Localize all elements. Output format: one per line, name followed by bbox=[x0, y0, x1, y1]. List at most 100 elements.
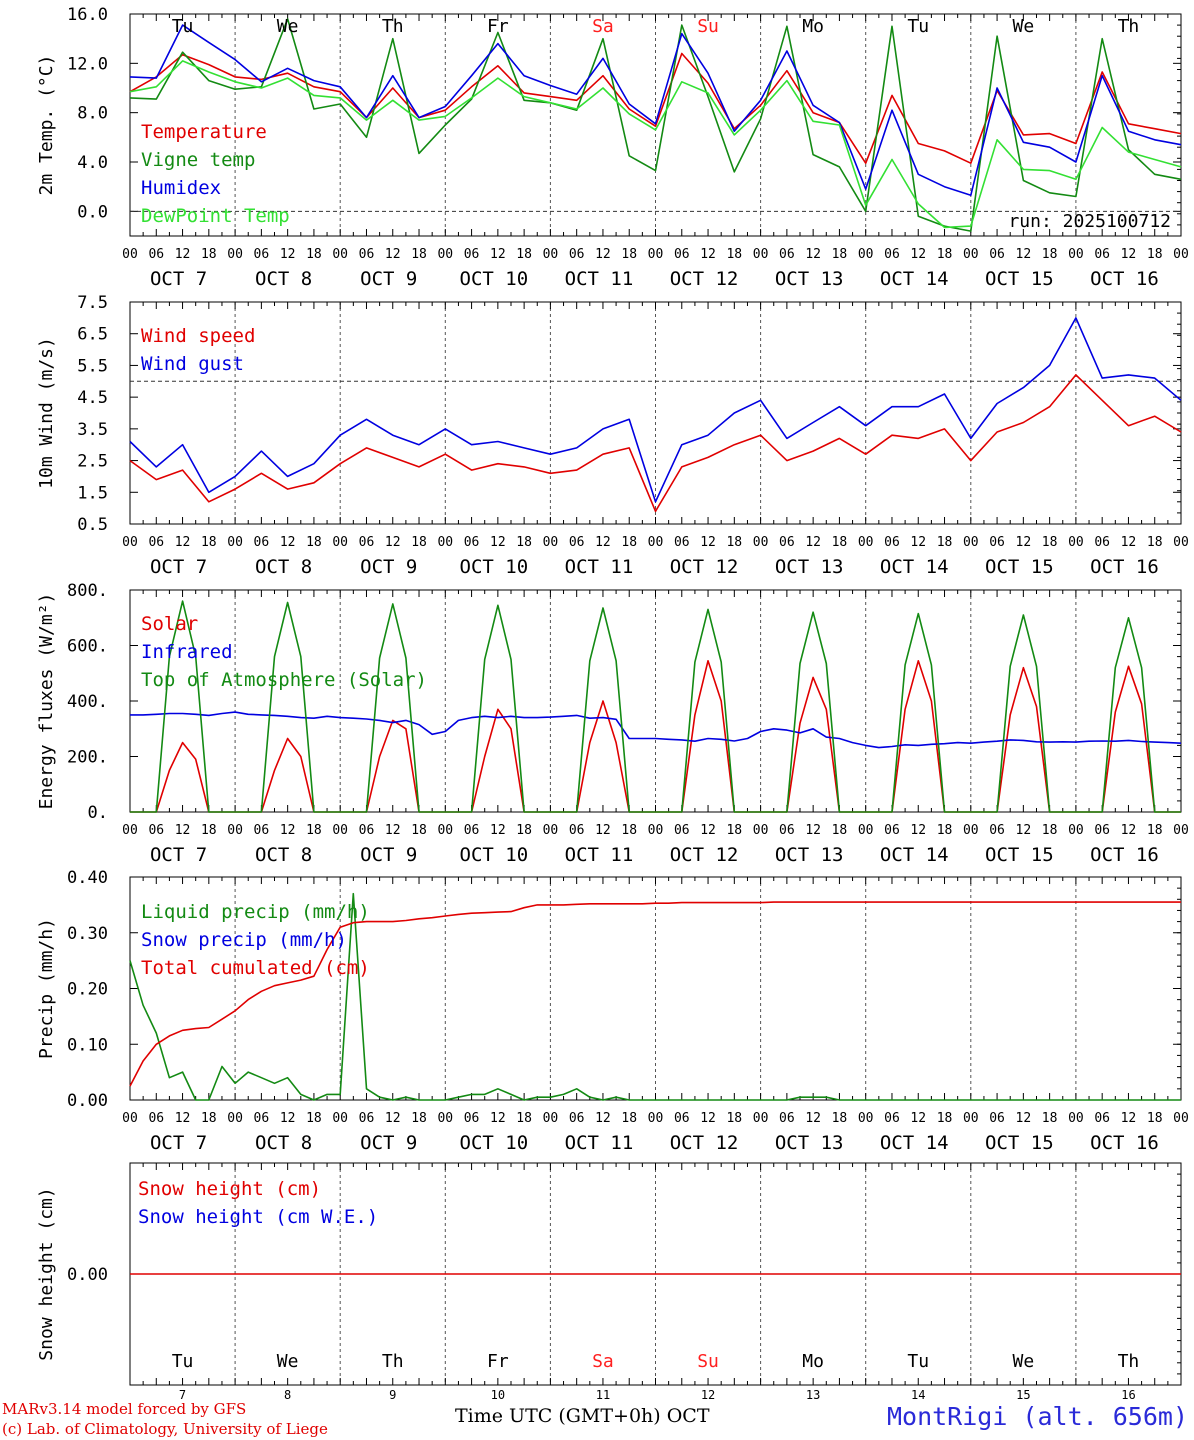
temp-hour-label: 00 bbox=[1173, 247, 1189, 262]
wind-date-label: OCT 10 bbox=[460, 556, 529, 578]
precip-hour-label: 00 bbox=[963, 1111, 979, 1126]
energy-series-top-of-atmosphere-solar- bbox=[130, 600, 1181, 813]
energy-hour-label: 06 bbox=[989, 823, 1005, 838]
temp-series-humidex bbox=[129, 24, 1182, 197]
temp-hour-label: 18 bbox=[621, 247, 637, 262]
energy-y-tick-label: 400. bbox=[67, 692, 108, 712]
energy-hour-label: 00 bbox=[963, 823, 979, 838]
temp-date-label: OCT 10 bbox=[460, 268, 529, 290]
temp-day-name: Tu bbox=[172, 16, 194, 37]
energy-hour-label: 06 bbox=[464, 823, 480, 838]
energy-legend-top-of-atmosphere-solar-: Top of Atmosphere (Solar) bbox=[141, 669, 427, 691]
precip-hour-label: 18 bbox=[726, 1111, 742, 1126]
wind-hour-label: 06 bbox=[989, 535, 1005, 550]
temp-hour-label: 00 bbox=[437, 247, 453, 262]
precip-hour-label: 18 bbox=[1147, 1111, 1163, 1126]
wind-hour-label: 06 bbox=[569, 535, 585, 550]
energy-hour-label: 12 bbox=[175, 823, 191, 838]
wind-hour-label: 00 bbox=[122, 535, 138, 550]
snow-day-name: Sa bbox=[592, 1351, 614, 1372]
temp-hour-label: 18 bbox=[411, 247, 427, 262]
energy-hour-label: 18 bbox=[1147, 823, 1163, 838]
wind-hour-label: 18 bbox=[621, 535, 637, 550]
precip-series-liquid-precip-mm-h- bbox=[129, 892, 1181, 1101]
wind-date-label: OCT 7 bbox=[150, 556, 207, 578]
energy-hour-label: 06 bbox=[569, 823, 585, 838]
precip-hour-label: 06 bbox=[1094, 1111, 1110, 1126]
wind-date-label: OCT 11 bbox=[565, 556, 634, 578]
temp-hour-label: 18 bbox=[1147, 247, 1163, 262]
precip-y-tick-label: 0.10 bbox=[67, 1035, 108, 1055]
wind-hour-label: 18 bbox=[516, 535, 532, 550]
snow-day-name: Th bbox=[1118, 1351, 1140, 1372]
snow-day-name: We bbox=[1013, 1351, 1035, 1372]
precip-hour-label: 18 bbox=[516, 1111, 532, 1126]
temp-hour-label: 00 bbox=[227, 247, 243, 262]
wind-y-tick-label: 7.5 bbox=[77, 293, 108, 313]
wind-date-label: OCT 8 bbox=[255, 556, 312, 578]
precip-hour-label: 00 bbox=[1068, 1111, 1084, 1126]
temp-y-tick-label: 4.0 bbox=[77, 153, 108, 173]
energy-hour-label: 12 bbox=[700, 823, 716, 838]
wind-y-tick-label: 2.5 bbox=[77, 452, 108, 472]
wind-hour-label: 18 bbox=[306, 535, 322, 550]
wind-series-wind-speed bbox=[129, 374, 1182, 513]
snow-day-number: 8 bbox=[284, 1388, 291, 1402]
energy-hour-label: 00 bbox=[122, 823, 138, 838]
temp-hour-label: 12 bbox=[595, 247, 611, 262]
wind-hour-label: 12 bbox=[175, 535, 191, 550]
wind-y-axis-label: 10m Wind (m/s) bbox=[36, 337, 57, 489]
temp-day-name: Fr bbox=[487, 16, 509, 37]
energy-hour-label: 00 bbox=[858, 823, 874, 838]
precip-legend-total-cumulated-cm-: Total cumulated (cm) bbox=[141, 957, 370, 979]
energy-hour-label: 12 bbox=[1121, 823, 1137, 838]
wind-series-wind-gust bbox=[129, 317, 1182, 503]
wind-hour-label: 06 bbox=[464, 535, 480, 550]
wind-date-label: OCT 13 bbox=[775, 556, 844, 578]
temp-day-name: Sa bbox=[592, 16, 614, 37]
precip-y-tick-label: 0.20 bbox=[67, 980, 108, 1000]
precip-hour-label: 12 bbox=[280, 1111, 296, 1126]
wind-y-tick-label: 1.5 bbox=[77, 483, 108, 503]
wind-hour-label: 00 bbox=[963, 535, 979, 550]
temp-hour-label: 06 bbox=[359, 247, 375, 262]
snow-legend-snow-height-cm-: Snow height (cm) bbox=[138, 1178, 321, 1200]
wind-hour-label: 00 bbox=[437, 535, 453, 550]
temp-hour-label: 06 bbox=[148, 247, 164, 262]
snow-day-name: Mo bbox=[802, 1351, 824, 1372]
wind-y-tick-label: 4.5 bbox=[77, 388, 108, 408]
snow-day-name: Tu bbox=[907, 1351, 929, 1372]
temp-date-label: OCT 7 bbox=[150, 268, 207, 290]
energy-hour-label: 18 bbox=[621, 823, 637, 838]
temp-hour-label: 06 bbox=[674, 247, 690, 262]
temp-hour-label: 18 bbox=[201, 247, 217, 262]
wind-panel bbox=[129, 301, 1182, 525]
temp-y-tick-label: 8.0 bbox=[77, 104, 108, 124]
temp-hour-label: 00 bbox=[122, 247, 138, 262]
temp-legend-vigne-temp: Vigne temp bbox=[141, 149, 255, 171]
wind-y-tick-label: 5.5 bbox=[77, 356, 108, 376]
temp-hour-label: 00 bbox=[543, 247, 559, 262]
temp-date-label: OCT 11 bbox=[565, 268, 634, 290]
energy-hour-label: 12 bbox=[910, 823, 926, 838]
precip-legend-liquid-precip-mm-h-: Liquid precip (mm/h) bbox=[141, 901, 370, 923]
energy-y-tick-label: 600. bbox=[67, 637, 108, 657]
temp-day-name: Th bbox=[1118, 16, 1140, 37]
precip-hour-label: 18 bbox=[1042, 1111, 1058, 1126]
energy-hour-label: 00 bbox=[753, 823, 769, 838]
energy-hour-label: 00 bbox=[437, 823, 453, 838]
precip-y-axis-label: Precip (mm/h) bbox=[36, 918, 57, 1059]
precip-hour-label: 00 bbox=[332, 1111, 348, 1126]
precip-hour-label: 06 bbox=[674, 1111, 690, 1126]
precip-date-label: OCT 12 bbox=[670, 1132, 739, 1154]
energy-y-tick-label: 200. bbox=[67, 748, 108, 768]
snow-day-number: 11 bbox=[596, 1388, 610, 1402]
wind-y-tick-label: 6.5 bbox=[77, 325, 108, 345]
snow-day-number: 16 bbox=[1121, 1388, 1135, 1402]
wind-hour-label: 00 bbox=[543, 535, 559, 550]
snow-day-number: 7 bbox=[179, 1388, 186, 1402]
wind-hour-label: 00 bbox=[858, 535, 874, 550]
temp-hour-label: 06 bbox=[884, 247, 900, 262]
wind-date-label: OCT 9 bbox=[360, 556, 417, 578]
energy-y-tick-label: 0. bbox=[88, 803, 108, 823]
